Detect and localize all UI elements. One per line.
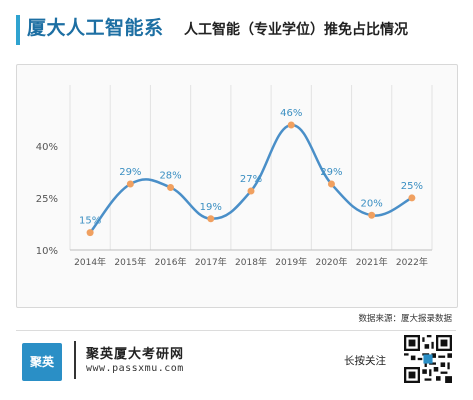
data-label: 28% <box>159 171 181 182</box>
series-line <box>89 123 413 234</box>
x-tick-label: 2015年 <box>114 256 146 268</box>
data-point <box>86 229 94 237</box>
footer-divider <box>74 341 76 379</box>
data-label: 19% <box>200 202 222 213</box>
data-label: 46% <box>280 108 302 119</box>
x-tick-label: 2021年 <box>356 256 388 268</box>
x-tick-label: 2022年 <box>396 256 428 268</box>
data-point <box>167 184 175 191</box>
header: 厦大人工智能系 人工智能（专业学位）推免占比情况 <box>0 0 473 58</box>
data-source-note: 数据来源：厦大报录数据 <box>358 314 452 324</box>
data-label: 27% <box>240 174 262 185</box>
footer: 聚英 聚英厦大考研网 www.passxmu.com 长按关注 <box>16 330 456 389</box>
brand-name: 聚英厦大考研网 <box>86 347 185 362</box>
x-tick-label: 2017年 <box>195 256 227 268</box>
x-tick-label: 2019年 <box>275 256 307 268</box>
x-tick-label: 2020年 <box>315 256 347 268</box>
data-point <box>207 215 215 223</box>
qr-code-icon[interactable] <box>404 335 452 383</box>
page-title: 厦大人工智能系 <box>27 17 164 39</box>
data-point <box>126 180 134 188</box>
x-tick-label: 2018年 <box>235 256 267 268</box>
data-point <box>247 187 255 195</box>
brand-logo: 聚英 <box>22 343 62 381</box>
data-point <box>368 211 376 219</box>
title-accent-bar <box>16 15 20 45</box>
y-tick-label: 10% <box>36 246 58 257</box>
data-point <box>287 121 295 129</box>
y-tick-label: 25% <box>36 194 58 205</box>
x-tick-label: 2016年 <box>155 256 187 268</box>
y-tick-label: 40% <box>36 142 58 153</box>
line-chart: 10% 25% 40% 2014年 2015年 2016年 2017年 2018年 2019年 2… <box>36 85 433 268</box>
x-tick-label: 2014年 <box>74 256 106 268</box>
site-url[interactable]: www.passxmu.com <box>86 363 184 374</box>
data-label: 25% <box>401 181 423 192</box>
data-label: 29% <box>119 167 141 178</box>
data-label: 29% <box>320 167 342 178</box>
chart-subtitle: 人工智能（专业学位）推免占比情况 <box>184 22 408 38</box>
follow-label: 长按关注 <box>344 355 386 367</box>
chart-frame <box>16 64 458 308</box>
data-label: 20% <box>361 198 383 209</box>
data-point <box>327 180 335 188</box>
data-label: 15% <box>79 216 101 227</box>
data-point <box>408 194 416 202</box>
